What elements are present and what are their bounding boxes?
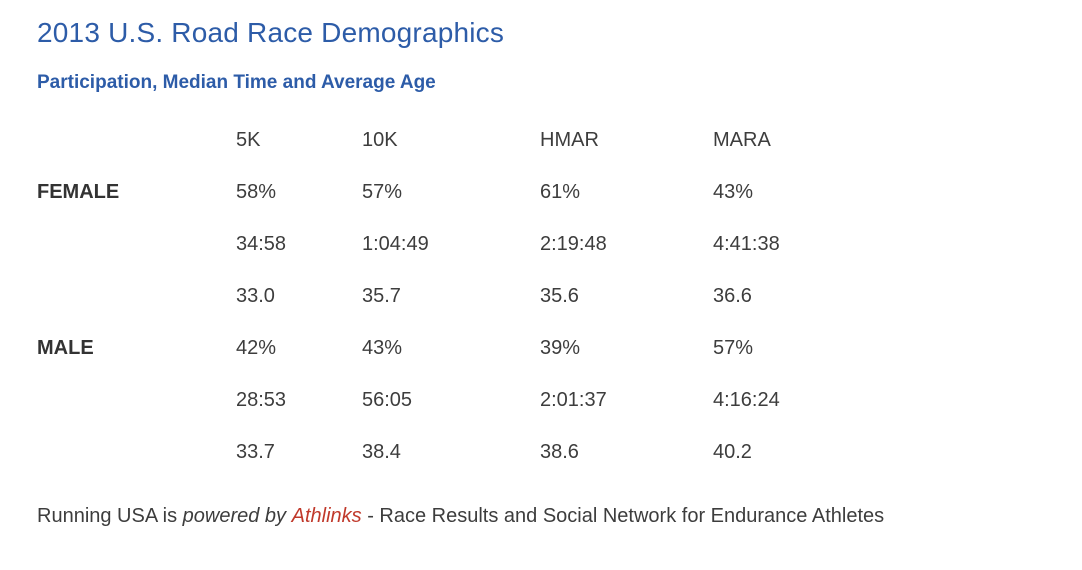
demographics-table: 5K 10K HMAR MARA FEMALE 58% 57% 61% 43% … (37, 114, 1045, 478)
table-cell: 38.4 (362, 440, 401, 463)
column-header-5k: 5K (236, 128, 261, 151)
table-cell: 57% (362, 180, 403, 203)
table-cell: 2:19:48 (540, 232, 607, 255)
table-cell: 4:41:38 (713, 232, 780, 255)
row-label-female: FEMALE (37, 180, 120, 203)
table-row-male-average-age: 33.7 38.4 38.6 40.2 (37, 426, 1045, 478)
column-header-hmar: HMAR (540, 128, 599, 151)
column-header-10k: 10K (362, 128, 398, 151)
table-cell: 56:05 (362, 388, 413, 411)
table-header-row: 5K 10K HMAR MARA (37, 114, 1045, 166)
table-row-male-participation: MALE 42% 43% 39% 57% (37, 322, 1045, 374)
table-cell: 39% (540, 336, 581, 359)
page-subtitle: Participation, Median Time and Average A… (37, 71, 436, 93)
footer-attribution: Running USA is powered by Athlinks - Rac… (37, 504, 1045, 528)
table-cell: 35.6 (540, 284, 579, 307)
table-cell: 28:53 (236, 388, 287, 411)
table-cell: 35.7 (362, 284, 401, 307)
table-cell: 1:04:49 (362, 232, 429, 255)
page-title: 2013 U.S. Road Race Demographics (37, 17, 505, 48)
footer-powered-by: powered by (182, 505, 287, 528)
table-cell: 4:16:24 (713, 388, 780, 411)
table-cell: 58% (236, 180, 277, 203)
table-cell: 61% (540, 180, 581, 203)
table-cell: 2:01:37 (540, 388, 607, 411)
table-cell: 36.6 (713, 284, 752, 307)
table-cell: 43% (713, 180, 754, 203)
footer-suffix: - Race Results and Social Network for En… (367, 505, 885, 528)
table-row-female-participation: FEMALE 58% 57% 61% 43% (37, 166, 1045, 218)
table-cell: 33.7 (236, 440, 275, 463)
table-cell: 43% (362, 336, 403, 359)
table-cell: 42% (236, 336, 277, 359)
footer-prefix: Running USA is (37, 505, 178, 528)
athlinks-link[interactable]: Athlinks (291, 505, 362, 528)
table-cell: 40.2 (713, 440, 752, 463)
row-label-male: MALE (37, 336, 94, 359)
page: 2013 U.S. Road Race Demographics Partici… (37, 17, 1045, 528)
table-cell: 33.0 (236, 284, 275, 307)
table-row-male-median-time: 28:53 56:05 2:01:37 4:16:24 (37, 374, 1045, 426)
table-cell: 34:58 (236, 232, 287, 255)
table-cell: 38.6 (540, 440, 579, 463)
column-header-mara: MARA (713, 128, 771, 151)
table-row-female-average-age: 33.0 35.7 35.6 36.6 (37, 270, 1045, 322)
table-cell: 57% (713, 336, 754, 359)
table-row-female-median-time: 34:58 1:04:49 2:19:48 4:41:38 (37, 218, 1045, 270)
